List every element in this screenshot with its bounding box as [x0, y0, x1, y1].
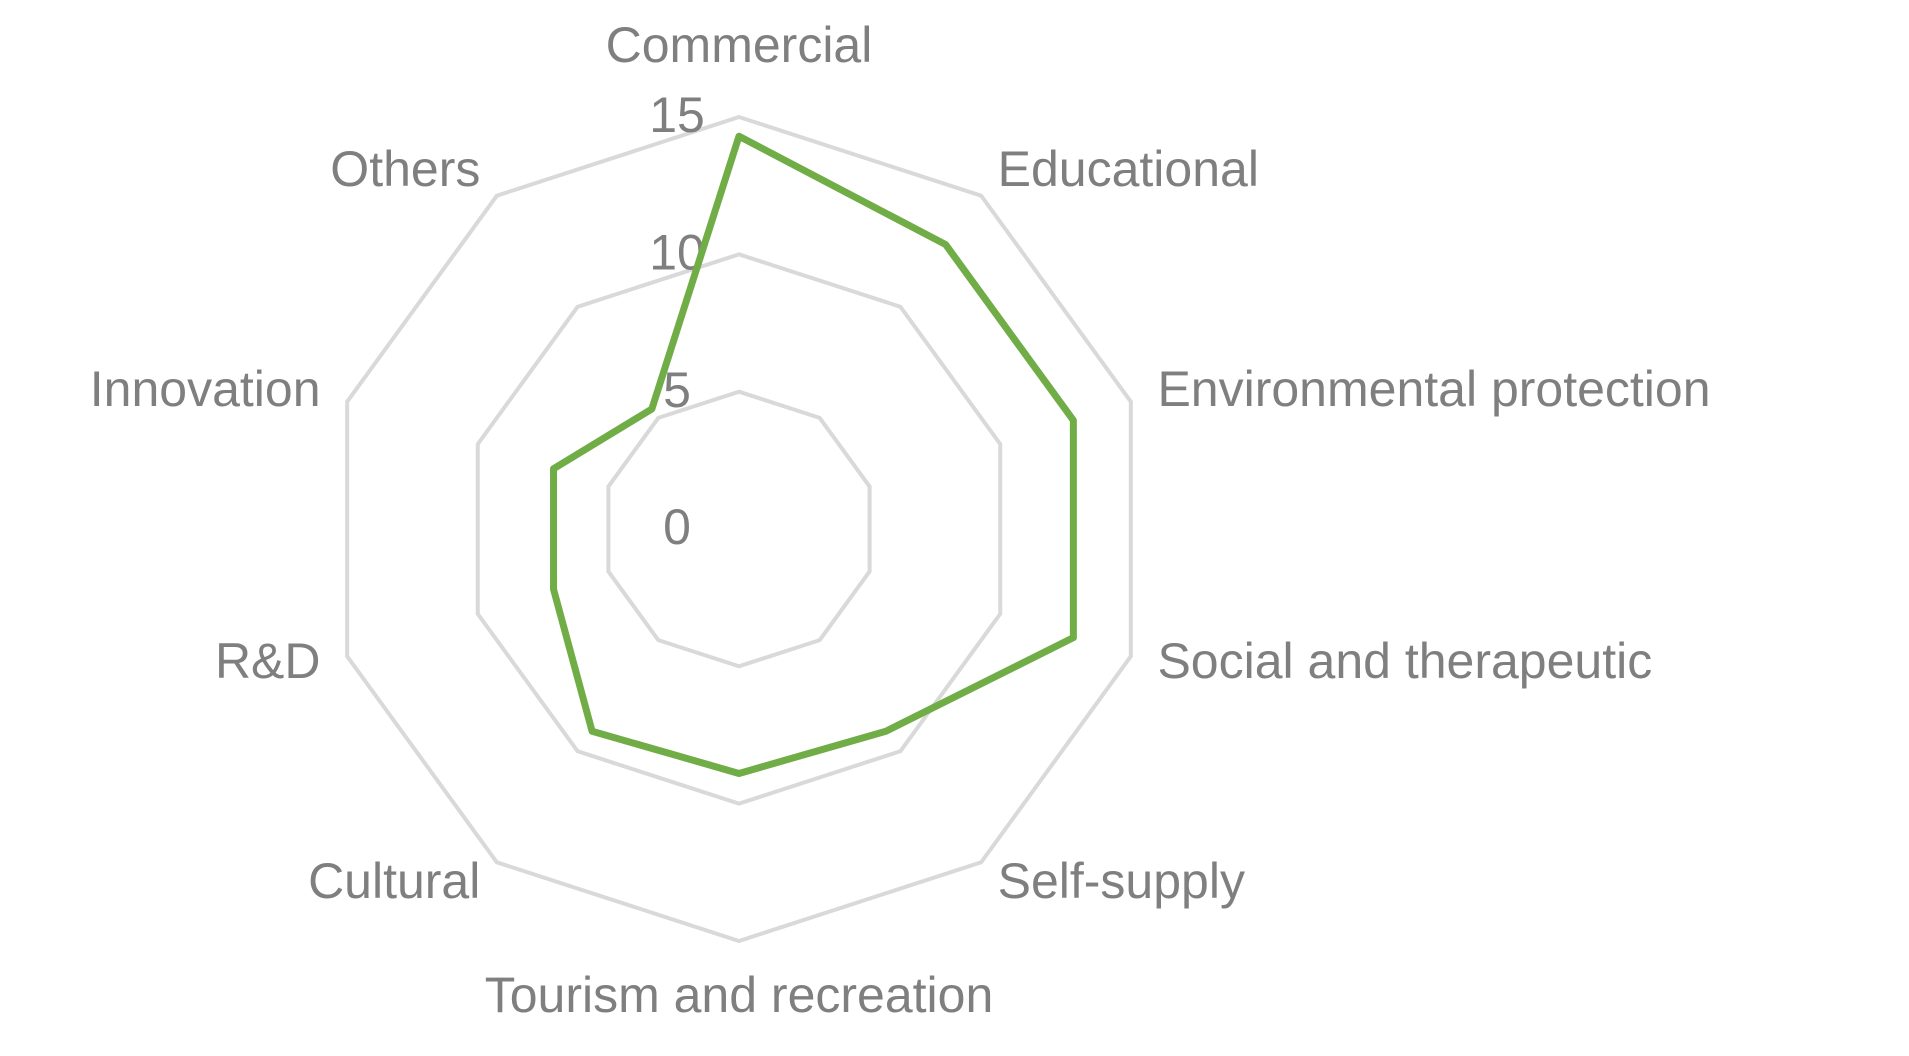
category-label: Cultural: [308, 853, 480, 909]
category-label: Commercial: [606, 17, 873, 73]
category-label: Self-supply: [998, 853, 1245, 909]
category-label: Tourism and recreation: [485, 967, 994, 1023]
category-label: Others: [330, 141, 480, 197]
grid-ring: [606, 389, 872, 669]
r-tick-label: 0: [663, 499, 691, 555]
category-label: Environmental protection: [1157, 361, 1710, 417]
category-label: Innovation: [90, 361, 321, 417]
category-label: R&D: [215, 633, 321, 689]
grid-ring: [475, 252, 1003, 806]
data-line: [550, 132, 1077, 777]
category-label: Educational: [998, 141, 1259, 197]
r-tick-label: 15: [649, 87, 705, 143]
grid-ring: [345, 114, 1133, 944]
r-tick-label: 5: [663, 362, 691, 418]
category-label: Social and therapeutic: [1157, 633, 1652, 689]
